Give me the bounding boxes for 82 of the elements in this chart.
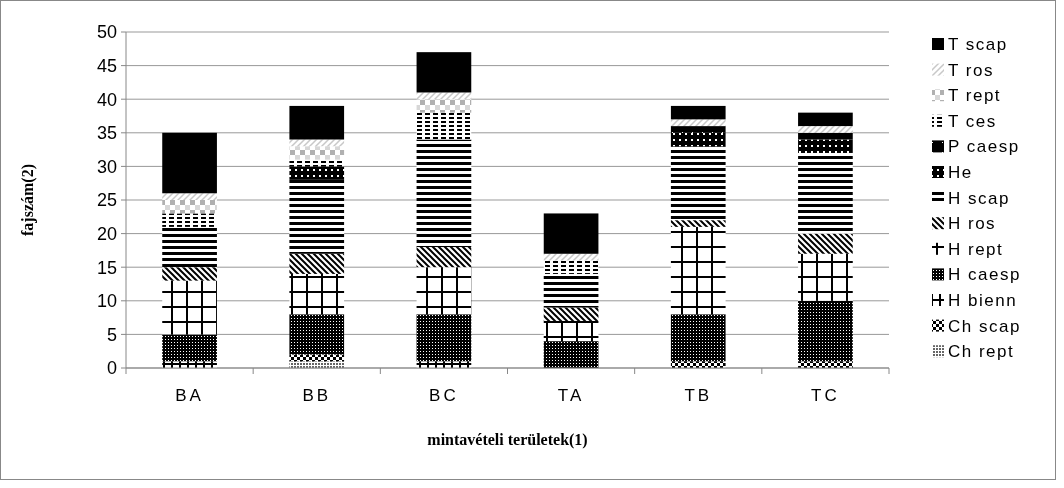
bar: [543, 260, 599, 274]
x-tick-label: TC: [811, 386, 840, 405]
bar: [162, 193, 217, 200]
bar: [798, 126, 853, 133]
bar: [416, 139, 472, 248]
bar: [416, 247, 472, 268]
y-axis-title: fajszám(2): [19, 164, 37, 236]
legend-label: T ros: [948, 60, 994, 80]
bar: [798, 112, 853, 127]
bar: [289, 179, 345, 254]
bar: [798, 253, 853, 301]
bar: [416, 92, 472, 100]
bar: [162, 200, 217, 214]
bar: [289, 253, 345, 274]
bar: [798, 300, 853, 362]
bar: [162, 280, 217, 335]
legend-label: H bienn: [948, 290, 1018, 310]
x-tick-label: BB: [302, 386, 332, 405]
bar: [798, 132, 853, 140]
y-tick-label: 10: [96, 291, 117, 312]
y-tick-label: 15: [96, 257, 117, 278]
bar: [162, 334, 217, 362]
bar: [416, 314, 472, 362]
y-tick-label: 0: [106, 358, 117, 379]
bar: [543, 320, 599, 342]
legend-label: Ch rept: [948, 342, 1015, 362]
x-tick-label: BC: [429, 386, 459, 405]
bar: [543, 341, 599, 368]
x-tick-label: TB: [684, 386, 713, 405]
legend-label: H scap: [948, 188, 1010, 208]
bar: [162, 132, 217, 194]
bar: [416, 112, 472, 140]
bar: [670, 146, 726, 221]
bar: [162, 213, 217, 227]
bar: [798, 361, 853, 368]
bar: [670, 126, 726, 133]
bar: [543, 213, 599, 254]
bar: [289, 146, 345, 160]
bar: [289, 139, 345, 147]
y-tick-label: 50: [96, 22, 117, 43]
bar: [543, 273, 599, 308]
bar: [289, 166, 345, 180]
bar: [670, 314, 726, 362]
legend-label: He: [948, 162, 973, 182]
bar: [289, 314, 345, 355]
bar: [289, 361, 345, 368]
legend-label: T ces: [948, 111, 997, 131]
y-tick-label: 30: [96, 156, 117, 177]
bar: [670, 105, 726, 120]
bar: [289, 273, 345, 315]
bar: [798, 233, 853, 254]
legend-label: Ch scap: [948, 316, 1021, 336]
legend-label: T scap: [948, 34, 1008, 54]
legend-label: H ros: [948, 214, 997, 234]
bar: [162, 267, 217, 281]
y-tick-label: 40: [96, 89, 117, 110]
y-tick-label: 35: [96, 123, 117, 144]
bar: [543, 307, 599, 321]
y-tick-label: 45: [96, 55, 117, 76]
legend-label: H caesp: [948, 265, 1021, 285]
bar: [416, 52, 472, 93]
bar: [670, 220, 726, 227]
y-tick-label: 25: [96, 190, 117, 211]
bar: [416, 99, 472, 113]
bar: [670, 119, 726, 127]
bar: [289, 354, 345, 362]
bar: [670, 361, 726, 368]
x-axis-title: mintavételi területek(1): [427, 431, 588, 449]
x-tick-label: BA: [175, 386, 204, 405]
bar: [798, 139, 853, 153]
bar: [162, 226, 217, 268]
bar: [670, 132, 726, 147]
x-tick-label: TA: [557, 386, 585, 405]
bar: [416, 267, 472, 315]
bar: [289, 159, 345, 167]
y-tick-label: 20: [96, 223, 117, 244]
y-tick-label: 5: [106, 324, 117, 345]
legend-label: P caesp: [948, 137, 1020, 157]
bar: [289, 105, 345, 140]
bar: [162, 361, 217, 368]
legend-label: H rept: [948, 239, 1004, 259]
legend-label: T rept: [948, 86, 1002, 106]
